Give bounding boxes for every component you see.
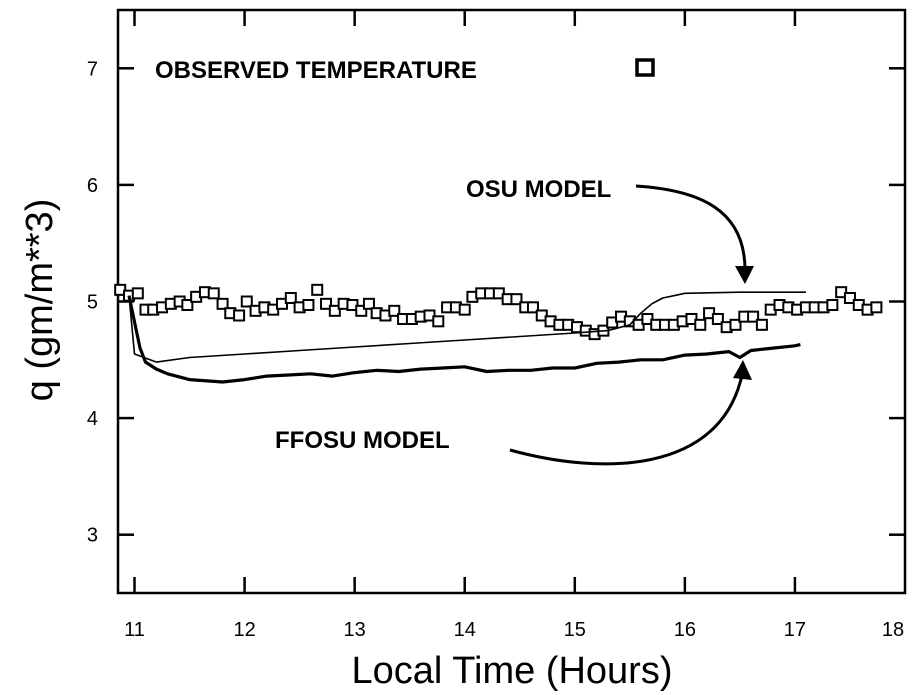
observed-legend-marker <box>635 58 655 77</box>
x-tick-label: 15 <box>564 619 586 641</box>
observed-annotation: OBSERVED TEMPERATURE <box>155 57 477 84</box>
observed-point <box>694 318 707 331</box>
observed-point <box>240 295 253 308</box>
series-2 <box>127 295 801 384</box>
observed-point <box>747 310 760 323</box>
observed-point <box>432 315 445 328</box>
x-tick-label: 17 <box>784 619 806 641</box>
x-tick-label: 11 <box>124 619 145 641</box>
y-axis-title: q (gm/m**3) <box>19 199 61 402</box>
osu-arrowhead <box>735 266 754 284</box>
observed-point <box>458 303 471 316</box>
osu-arrow <box>635 184 747 271</box>
observed-point <box>826 298 839 311</box>
observed-point <box>320 297 333 310</box>
annotation-layer: OBSERVED TEMPERATURE OSU MODEL FFOSU MOD… <box>155 57 754 466</box>
observed-point <box>311 283 324 296</box>
observed-point <box>526 301 539 314</box>
x-axis-title: Local Time (Hours) <box>352 650 673 692</box>
osu-line <box>128 291 806 363</box>
x-tick-label: 13 <box>344 619 366 641</box>
x-tick-label: 12 <box>233 619 255 641</box>
observed-point <box>131 287 144 300</box>
ffosu-arrowhead <box>733 360 752 380</box>
y-tick-label: 3 <box>87 525 98 547</box>
y-tick-label: 7 <box>87 58 98 80</box>
observed-point <box>181 298 194 311</box>
y-tick-label: 4 <box>87 408 98 430</box>
observed-point <box>355 304 368 317</box>
ticks <box>118 10 905 593</box>
ffosu-line <box>127 295 801 384</box>
observed-point <box>843 292 856 305</box>
observed-point <box>711 312 724 325</box>
observed-point <box>388 304 401 317</box>
observed-point <box>216 297 229 310</box>
y-tick-label: 6 <box>87 175 98 197</box>
observed-point <box>207 287 220 300</box>
y-tick-label: 5 <box>87 292 98 314</box>
observed-point <box>870 301 883 314</box>
observed-point <box>362 297 375 310</box>
observed-point <box>284 292 297 305</box>
x-tick-label: 16 <box>674 619 696 641</box>
series-layer <box>114 283 883 384</box>
tick-labels: 11 12 13 14 15 16 17 18 3 4 5 6 7 <box>87 58 904 641</box>
observed-point <box>510 293 523 306</box>
observed-point <box>328 304 341 317</box>
observed-point <box>233 309 246 322</box>
ffosu-arrow <box>509 374 744 466</box>
osu-annotation: OSU MODEL <box>466 176 611 203</box>
observed-point <box>729 318 742 331</box>
x-tick-label: 14 <box>454 619 476 641</box>
series-1 <box>128 291 806 363</box>
observed-point <box>302 298 315 311</box>
observed-point <box>755 318 768 331</box>
ffosu-annotation: FFOSU MODEL <box>275 427 450 454</box>
x-tick-label: 18 <box>882 619 904 641</box>
